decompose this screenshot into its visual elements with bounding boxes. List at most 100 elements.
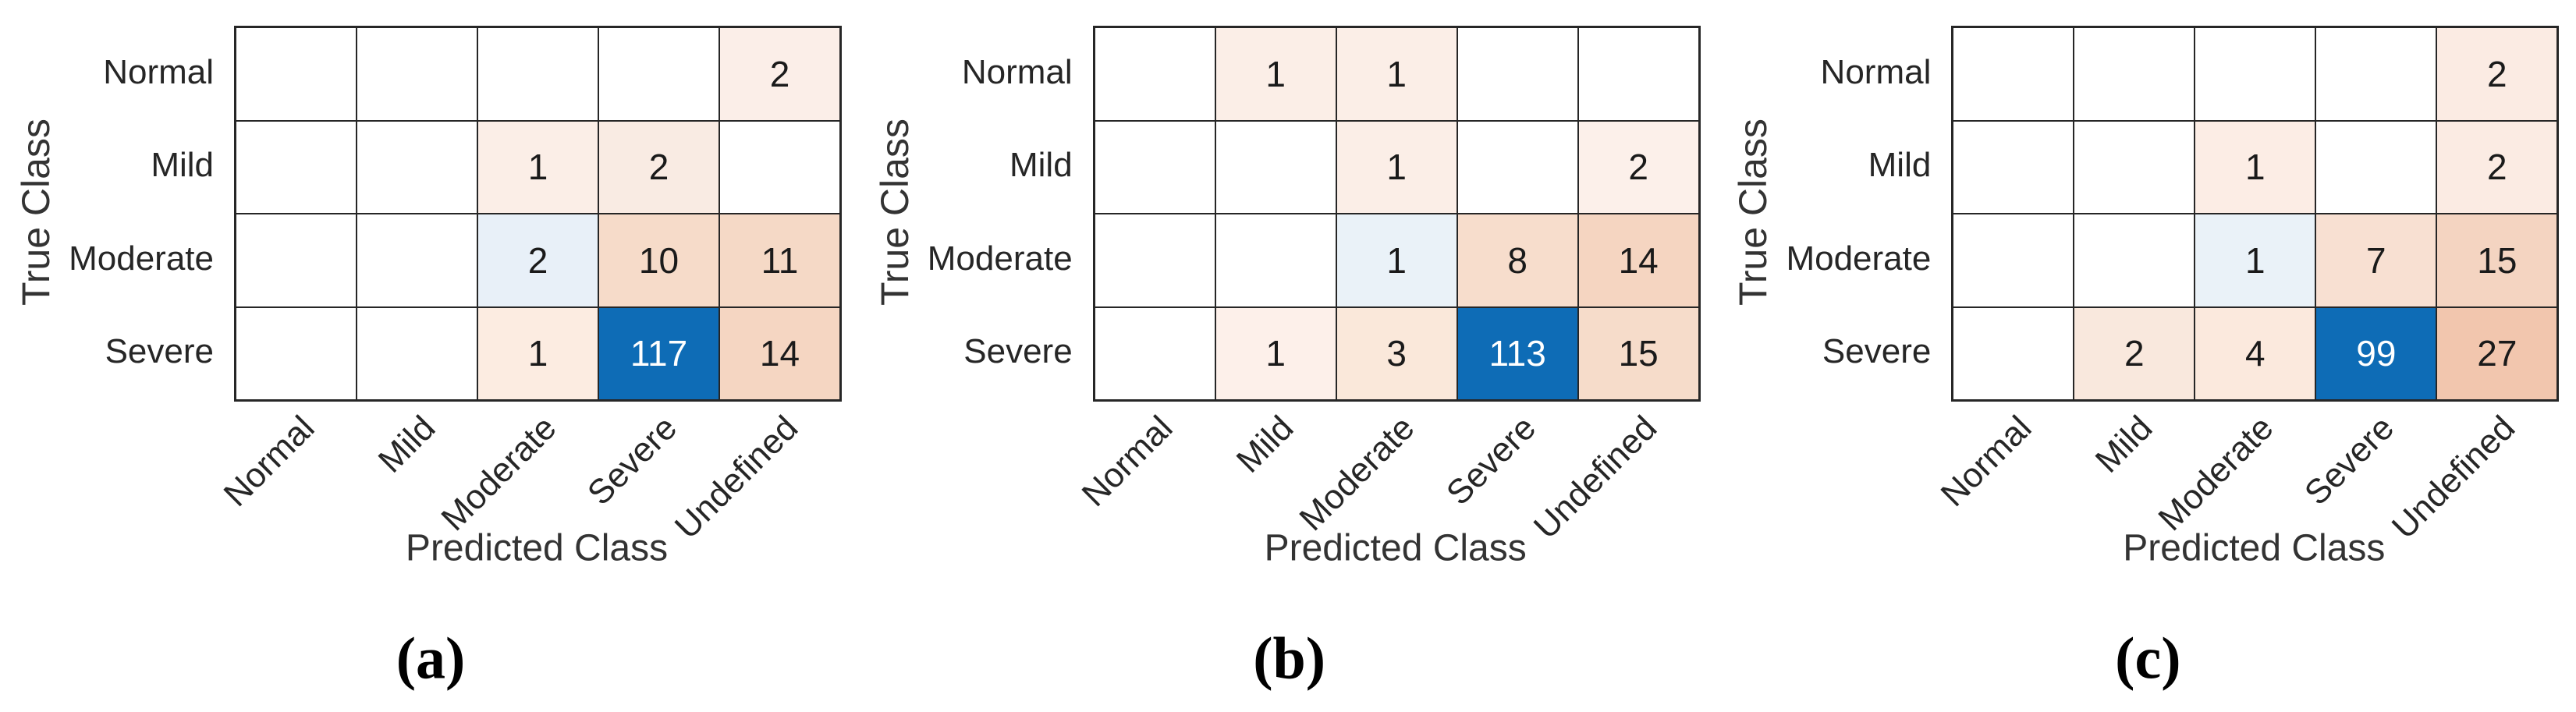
matrix-cell: 1: [477, 120, 598, 214]
matrix-cell: 7: [2315, 214, 2437, 307]
matrix-cell: [236, 27, 357, 121]
y-tick-label: Moderate: [69, 239, 214, 278]
matrix-cell: 14: [719, 306, 840, 400]
matrix-cell: 2: [1577, 120, 1699, 214]
matrix-cell: [2315, 120, 2437, 214]
matrix-cell: [236, 120, 357, 214]
matrix-cell: [1577, 27, 1699, 121]
matrix-cell: [1953, 120, 2074, 214]
matrix-cell: 2: [719, 27, 840, 121]
confusion-matrix-grid: 2 1 2 2 10 11 1 117 14: [234, 26, 842, 402]
subfigure-caption: (b): [1253, 625, 1326, 692]
matrix-cell: 113: [1457, 306, 1578, 400]
matrix-cell: 11: [719, 214, 840, 307]
x-tick-label: Severe: [2297, 409, 2402, 513]
x-tick-label: Moderate: [434, 409, 564, 539]
x-axis-title: Predicted Class: [1264, 527, 1527, 569]
matrix-cell: [1953, 306, 2074, 400]
y-tick-label: Mild: [1009, 146, 1073, 185]
matrix-cell: [2074, 214, 2195, 307]
matrix-cell: [719, 120, 840, 214]
matrix-cell: 2: [598, 120, 719, 214]
x-tick-label: Moderate: [1292, 409, 1422, 539]
matrix-cell: 2: [2436, 120, 2558, 214]
matrix-cell: 1: [1336, 27, 1457, 121]
matrix-cell: 27: [2436, 306, 2558, 400]
confusion-matrix-grid: 1 1 1 2 1 8 14 1 3 113 15: [1092, 26, 1701, 402]
matrix-cell: [598, 27, 719, 121]
x-tick-label: Severe: [580, 409, 685, 513]
x-tick-label: Normal: [1074, 409, 1180, 514]
matrix-cell: 117: [598, 306, 719, 400]
matrix-cell: [1094, 214, 1215, 307]
y-tick-label: Moderate: [927, 239, 1073, 278]
matrix-cell: 4: [2195, 306, 2316, 400]
x-tick-label: Mild: [1229, 409, 1301, 480]
matrix-cell: 1: [2195, 120, 2316, 214]
matrix-cell: 2: [477, 214, 598, 307]
y-tick-label: Moderate: [1786, 239, 1932, 278]
matrix-cell: [2195, 27, 2316, 121]
y-tick-label: Severe: [1822, 332, 1932, 371]
matrix-cell: [1215, 120, 1336, 214]
matrix-cell: 2: [2436, 27, 2558, 121]
y-tick-labels: Normal Mild Moderate Severe: [1717, 26, 1942, 399]
y-tick-label: Normal: [961, 52, 1073, 91]
matrix-cell: [2074, 120, 2195, 214]
matrix-cell: [1953, 27, 2074, 121]
matrix-cell: 1: [1215, 306, 1336, 400]
matrix-cell: 1: [1215, 27, 1336, 121]
y-tick-label: Severe: [963, 332, 1073, 371]
matrix-cell: 10: [598, 214, 719, 307]
matrix-cell: [1094, 120, 1215, 214]
matrix-cell: [1215, 214, 1336, 307]
matrix-cell: 99: [2315, 306, 2437, 400]
matrix-cell: 15: [2436, 214, 2558, 307]
matrix-cell: [1457, 120, 1578, 214]
y-tick-label: Mild: [151, 146, 214, 185]
y-tick-label: Normal: [1820, 52, 1932, 91]
matrix-cell: [477, 27, 598, 121]
x-tick-label: Undefined: [667, 409, 806, 547]
subfigure-caption: (c): [2115, 625, 2181, 692]
matrix-cell: [1094, 306, 1215, 400]
x-tick-label: Normal: [1933, 409, 2039, 514]
matrix-cell: [357, 27, 477, 121]
matrix-cell: [1457, 27, 1578, 121]
matrix-cell: [2074, 27, 2195, 121]
matrix-cell: 1: [477, 306, 598, 400]
subfigure-caption: (a): [396, 625, 466, 692]
matrix-cell: 15: [1577, 306, 1699, 400]
x-axis-title: Predicted Class: [405, 527, 669, 569]
x-tick-label: Severe: [1439, 409, 1543, 513]
matrix-cell: 1: [2195, 214, 2316, 307]
y-tick-label: Mild: [1868, 146, 1932, 185]
matrix-cell: [236, 214, 357, 307]
matrix-cell: 2: [2074, 306, 2195, 400]
y-tick-label: Normal: [103, 52, 214, 91]
confusion-matrix-grid: 2 1 2 1 7 15 2 4 99 27: [1951, 26, 2560, 402]
x-axis-title: Predicted Class: [2123, 527, 2386, 569]
x-tick-label: Mild: [371, 409, 443, 480]
x-tick-label: Mild: [2088, 409, 2160, 480]
matrix-cell: [357, 120, 477, 214]
matrix-cell: 1: [1336, 214, 1457, 307]
x-tick-label: Normal: [216, 409, 322, 514]
matrix-cell: [1094, 27, 1215, 121]
matrix-cell: [357, 306, 477, 400]
y-tick-labels: Normal Mild Moderate Severe: [859, 26, 1084, 399]
matrix-cell: [2315, 27, 2437, 121]
x-tick-label: Undefined: [2384, 409, 2523, 547]
matrix-cell: [357, 214, 477, 307]
y-tick-label: Severe: [105, 332, 214, 371]
x-tick-label: Undefined: [1526, 409, 1664, 547]
y-tick-labels: Normal Mild Moderate Severe: [0, 26, 225, 399]
matrix-cell: 3: [1336, 306, 1457, 400]
matrix-cell: 1: [1336, 120, 1457, 214]
matrix-cell: [1953, 214, 2074, 307]
matrix-cell: [236, 306, 357, 400]
